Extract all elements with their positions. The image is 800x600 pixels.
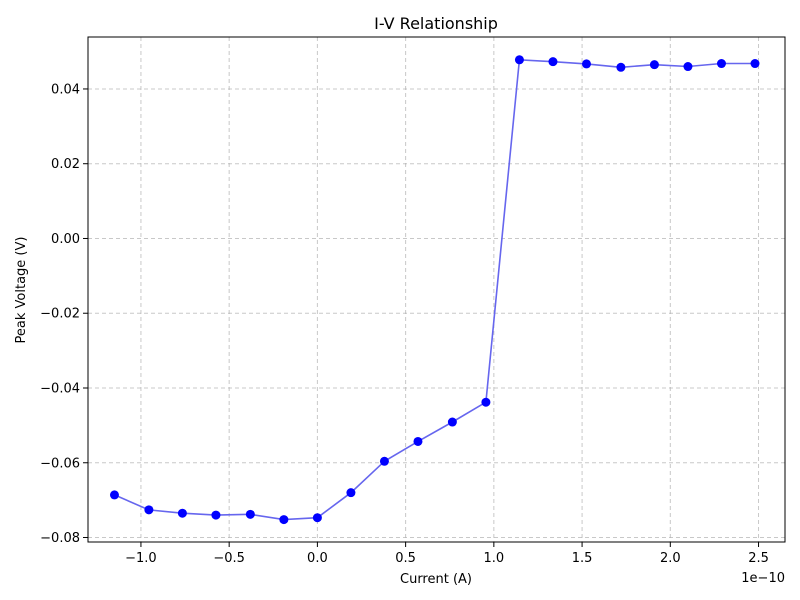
- series-line: [114, 58, 755, 521]
- grid-lines: [88, 37, 785, 542]
- x-tick-label: −1.0: [125, 551, 157, 566]
- chart-title: I-V Relationship: [374, 14, 498, 33]
- y-tick-label: 0.04: [51, 82, 80, 97]
- x-tick-label: 0.5: [395, 551, 416, 566]
- data-point: [177, 508, 187, 518]
- x-axis-ticks: −1.0 −0.5 0.0 0.5 1.0 1.5 2.0 2.5: [125, 542, 769, 566]
- y-axis-ticks: −0.08 −0.06 −0.04 −0.02 0.00 0.02 0.04: [40, 82, 88, 546]
- x-tick-label: 2.0: [660, 551, 681, 566]
- x-axis-label: Current (A): [400, 572, 472, 587]
- y-tick-label: −0.02: [40, 307, 80, 322]
- x-tick-label: 0.0: [307, 551, 328, 566]
- data-point: [649, 60, 659, 70]
- data-point: [346, 488, 356, 498]
- x-tick-label: 1.5: [572, 551, 593, 566]
- x-tick-label: −0.5: [213, 551, 245, 566]
- data-point: [447, 417, 457, 427]
- y-tick-label: −0.08: [40, 531, 80, 546]
- data-point: [379, 456, 389, 466]
- data-point: [413, 436, 423, 446]
- data-point: [312, 513, 322, 523]
- y-tick-label: −0.04: [40, 381, 80, 396]
- x-tick-label: 1.0: [484, 551, 505, 566]
- y-tick-label: −0.06: [40, 456, 80, 471]
- data-point: [514, 55, 524, 65]
- data-point: [245, 509, 255, 519]
- x-axis-offset-label: 1e−10: [741, 571, 785, 586]
- plot-area-frame: [87, 36, 786, 543]
- data-point: [109, 490, 119, 500]
- data-point: [279, 515, 289, 525]
- data-point: [548, 57, 558, 67]
- data-point: [750, 59, 760, 69]
- data-point: [481, 397, 491, 407]
- y-axis-label: Peak Voltage (V): [14, 237, 29, 344]
- y-tick-label: 0.02: [51, 157, 80, 172]
- y-tick-label: 0.00: [51, 232, 80, 247]
- series-layer: [109, 55, 760, 525]
- data-point: [144, 505, 154, 515]
- data-point: [211, 510, 221, 520]
- data-point: [716, 59, 726, 69]
- data-point: [683, 62, 693, 72]
- x-tick-label: 2.5: [748, 551, 769, 566]
- data-point: [616, 62, 626, 72]
- data-point: [581, 59, 591, 69]
